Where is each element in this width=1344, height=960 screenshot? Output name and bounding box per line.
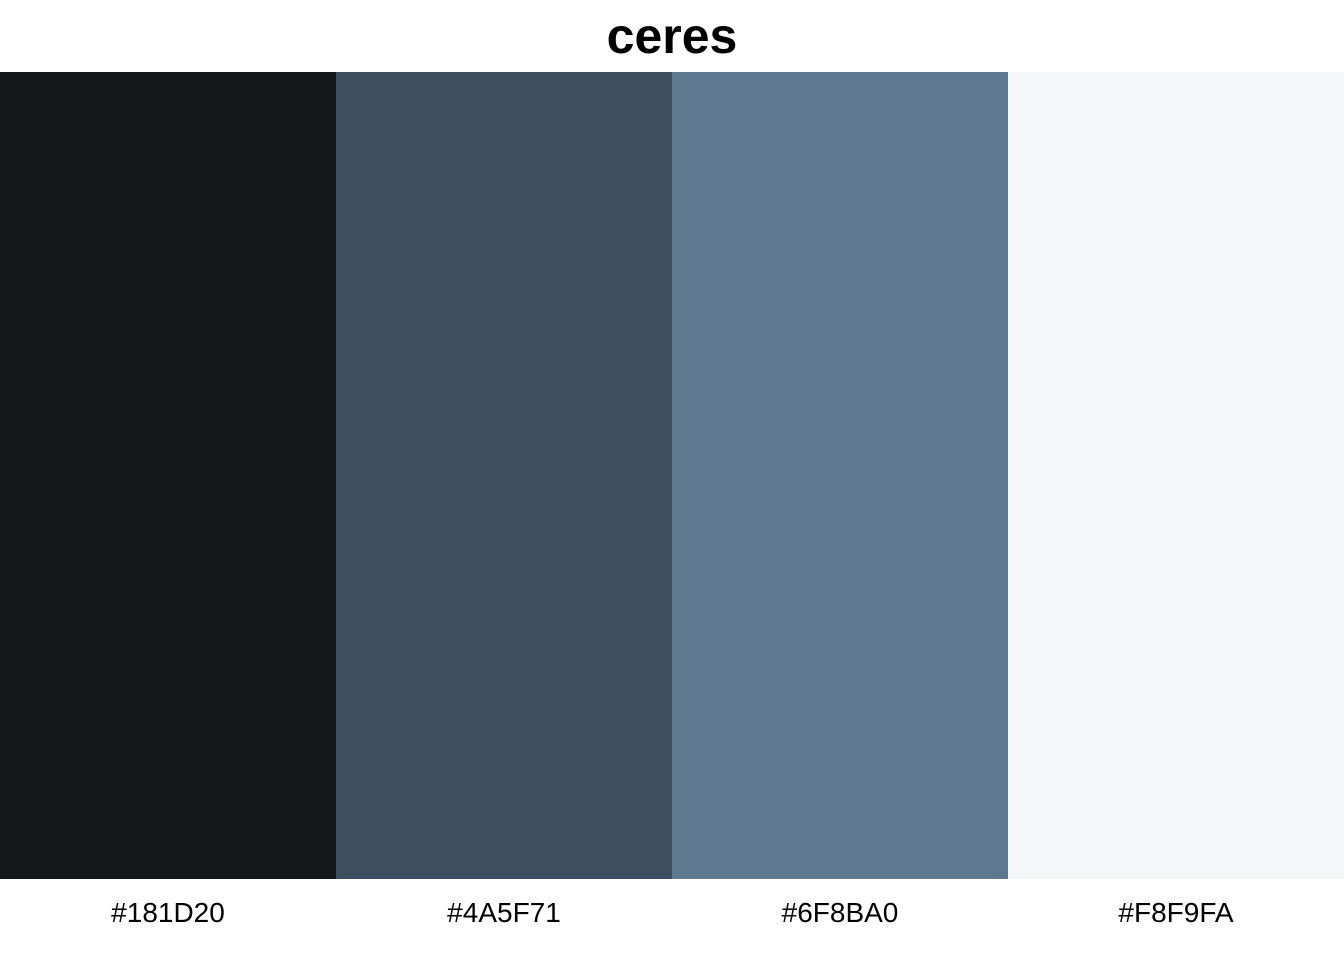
hex-label-row: #181D20 #4A5F71 #6F8BA0 #F8F9FA xyxy=(0,879,1344,949)
hex-label-1: #181D20 xyxy=(111,897,225,928)
swatch-row xyxy=(0,72,1344,879)
color-swatch-4 xyxy=(1008,72,1344,879)
color-swatch-1 xyxy=(0,72,336,879)
hex-label-2: #4A5F71 xyxy=(447,897,561,928)
color-swatch-3 xyxy=(672,72,1008,879)
palette-title: ceres xyxy=(606,8,738,64)
hex-label-3: #6F8BA0 xyxy=(781,897,899,928)
hex-label-4: #F8F9FA xyxy=(1118,897,1234,928)
color-swatch-2 xyxy=(336,72,672,879)
